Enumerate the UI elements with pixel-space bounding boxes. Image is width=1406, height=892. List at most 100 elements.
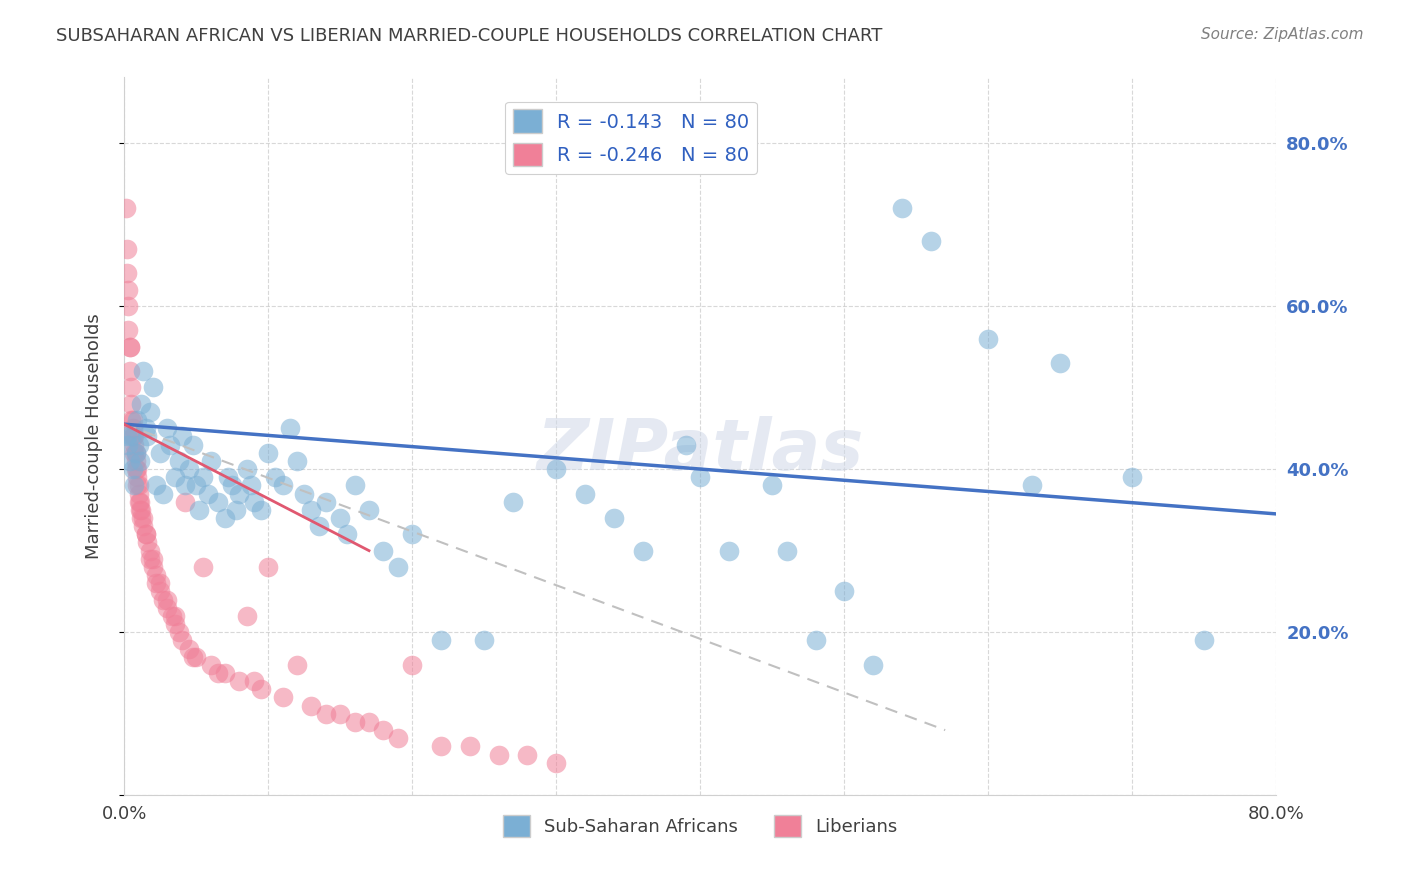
Point [401, 657, 423, 672]
Point [1194, 633, 1216, 648]
Point [343, 714, 366, 729]
Y-axis label: Married-couple Households: Married-couple Households [86, 314, 103, 559]
Point [136, 535, 159, 549]
Point [1121, 470, 1143, 484]
Point [149, 584, 172, 599]
Point [118, 364, 141, 378]
Point [120, 397, 142, 411]
Point [257, 560, 280, 574]
Point [135, 421, 157, 435]
Point [121, 413, 143, 427]
Point [118, 454, 141, 468]
Point [373, 723, 395, 738]
Point [131, 397, 153, 411]
Point [387, 731, 409, 746]
Point [315, 706, 337, 721]
Point [128, 437, 150, 451]
Point [142, 560, 165, 574]
Point [145, 576, 167, 591]
Point [546, 756, 568, 770]
Point [228, 486, 250, 500]
Point [250, 503, 273, 517]
Point [129, 494, 152, 508]
Point [139, 543, 162, 558]
Point [221, 478, 243, 492]
Point [207, 666, 229, 681]
Point [977, 332, 1000, 346]
Point [181, 437, 204, 451]
Point [122, 429, 145, 443]
Point [862, 657, 884, 672]
Point [920, 234, 942, 248]
Point [114, 201, 136, 215]
Point [132, 519, 155, 533]
Point [271, 690, 294, 705]
Point [430, 739, 453, 754]
Point [285, 454, 308, 468]
Text: SUBSAHARAN AFRICAN VS LIBERIAN MARRIED-COUPLE HOUSEHOLDS CORRELATION CHART: SUBSAHARAN AFRICAN VS LIBERIAN MARRIED-C… [56, 27, 883, 45]
Point [117, 283, 139, 297]
Point [156, 592, 179, 607]
Point [115, 266, 138, 280]
Point [132, 511, 155, 525]
Point [574, 486, 596, 500]
Point [689, 470, 711, 484]
Point [118, 340, 141, 354]
Point [177, 462, 200, 476]
Point [156, 600, 179, 615]
Point [145, 568, 167, 582]
Point [167, 625, 190, 640]
Text: ZIPatlas: ZIPatlas [537, 417, 865, 485]
Point [124, 446, 146, 460]
Point [200, 657, 222, 672]
Point [156, 421, 179, 435]
Point [170, 429, 193, 443]
Point [139, 551, 162, 566]
Point [292, 486, 315, 500]
Point [118, 340, 141, 354]
Point [329, 511, 352, 525]
Point [170, 633, 193, 648]
Point [135, 527, 157, 541]
Point [718, 543, 741, 558]
Point [120, 429, 142, 443]
Point [516, 747, 538, 762]
Point [329, 706, 352, 721]
Point [117, 437, 139, 451]
Point [128, 494, 150, 508]
Point [239, 478, 262, 492]
Point [149, 446, 172, 460]
Point [603, 511, 626, 525]
Point [891, 201, 914, 215]
Point [214, 511, 236, 525]
Point [357, 714, 380, 729]
Text: Source: ZipAtlas.com: Source: ZipAtlas.com [1201, 27, 1364, 42]
Legend: Sub-Saharan Africans, Liberians: Sub-Saharan Africans, Liberians [495, 807, 905, 844]
Point [214, 666, 236, 681]
Point [200, 454, 222, 468]
Point [488, 747, 510, 762]
Point [271, 478, 294, 492]
Point [373, 543, 395, 558]
Point [761, 478, 783, 492]
Point [336, 527, 359, 541]
Point [458, 739, 481, 754]
Point [131, 511, 153, 525]
Point [132, 364, 155, 378]
Point [131, 503, 153, 517]
Point [387, 560, 409, 574]
Point [127, 462, 149, 476]
Point [173, 478, 195, 492]
Point [117, 299, 139, 313]
Point [160, 608, 183, 623]
Point [217, 470, 239, 484]
Point [121, 462, 143, 476]
Point [225, 503, 247, 517]
Point [128, 478, 150, 492]
Point [122, 446, 145, 460]
Point [257, 446, 280, 460]
Point [299, 503, 322, 517]
Point [299, 698, 322, 713]
Point [308, 519, 330, 533]
Point [127, 413, 149, 427]
